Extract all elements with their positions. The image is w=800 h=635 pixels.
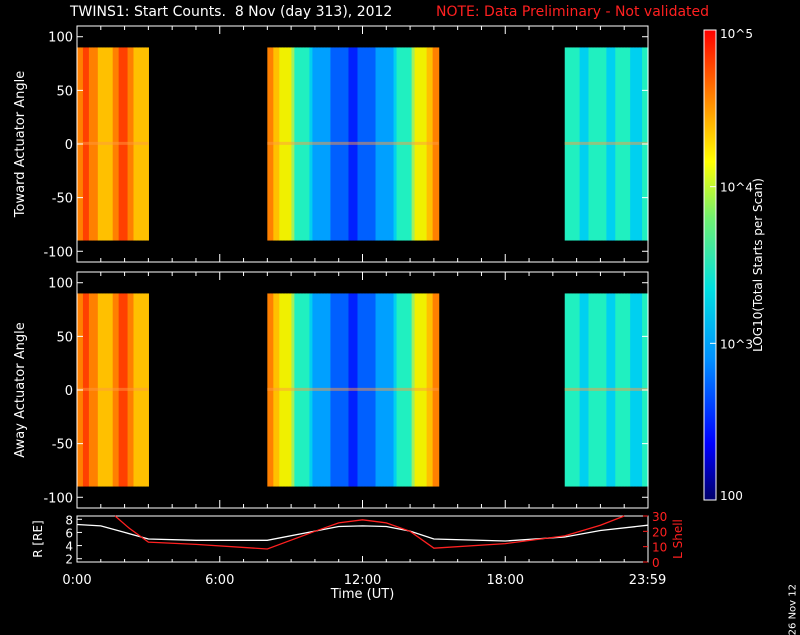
y-tick-label: -100	[43, 245, 73, 260]
y-tick-label-right: 0	[652, 556, 660, 570]
x-tick-label: 0:00	[62, 573, 91, 588]
heatmap-toward	[77, 47, 649, 241]
zero-angle-band	[77, 387, 149, 391]
zero-angle-band	[77, 141, 149, 145]
colorbar-tick-label: 10^3	[720, 337, 753, 351]
y-tick-label: 6	[65, 526, 73, 540]
x-tick-label: 18:00	[487, 573, 524, 588]
x-tick-label: 12:00	[344, 573, 381, 588]
y-tick-label: 2	[65, 553, 73, 567]
zero-angle-band	[564, 387, 648, 391]
colorbar-gradient	[703, 29, 717, 501]
l-shell-axis-label: L Shell	[671, 519, 685, 559]
y-axis-label: Away Actuator Angle	[13, 322, 28, 457]
colorbar-tick-label: 100	[720, 489, 743, 503]
y-tick-label: 4	[65, 540, 73, 554]
y-tick-label: 50	[56, 84, 73, 99]
y-tick-label: -100	[43, 491, 73, 506]
zero-angle-band	[267, 141, 439, 145]
y-axis-label: Toward Actuator Angle	[13, 71, 28, 218]
y-tick-label: 0	[65, 384, 73, 399]
colorbar-label: LOG10(Total Starts per Scan)	[751, 178, 765, 352]
y-tick-label: -50	[52, 438, 73, 453]
y-tick-label: 8	[65, 513, 73, 527]
figure: TWINS1: Start Counts. 8 Nov (day 313), 2…	[13, 4, 798, 635]
y-tick-label-right: 10	[652, 541, 667, 555]
colorbar: 10^5 10^4 10^3 100 LOG10(Total Starts per Sc…	[703, 27, 765, 503]
radius-line	[76, 523, 649, 542]
x-axis-label: Time (UT)	[330, 587, 395, 600]
plot-title: TWINS1: Start Counts. 8 Nov (day 313), 2…	[70, 4, 393, 20]
colorbar-tick-label: 10^4	[720, 181, 753, 195]
zero-angle-band	[267, 387, 439, 391]
x-tick-label: 6:00	[205, 573, 234, 588]
y-tick-label-right: 30	[652, 510, 667, 524]
y-tick-label-right: 20	[652, 525, 667, 539]
y-tick-label: 0	[65, 138, 73, 153]
y-tick-label: 100	[48, 277, 73, 292]
radius-axis-label: R [RE]	[31, 520, 45, 557]
preliminary-note: NOTE: Data Preliminary - Not validated	[436, 4, 710, 20]
heatmap-away	[77, 293, 649, 487]
x-tick-label: 23:59	[629, 573, 666, 588]
y-tick-label: 100	[48, 31, 73, 46]
l-shell-line	[114, 515, 625, 550]
y-tick-label: 50	[56, 330, 73, 345]
colorbar-tick-label: 10^5	[720, 27, 753, 41]
y-tick-label: -50	[52, 192, 73, 207]
zero-angle-band	[564, 141, 648, 145]
